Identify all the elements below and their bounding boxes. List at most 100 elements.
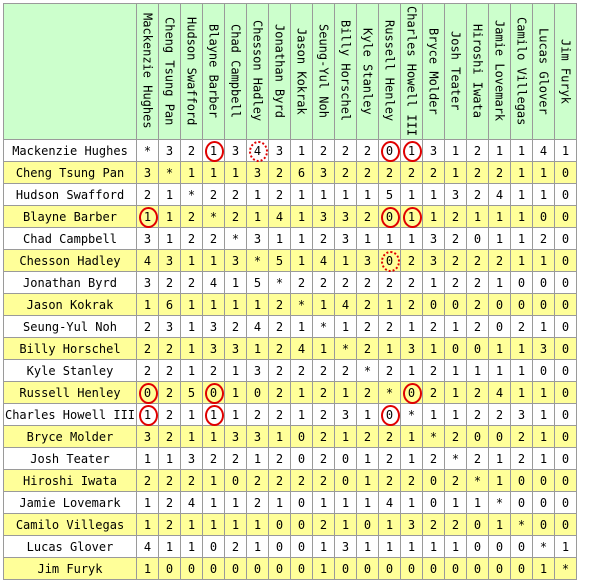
matrix-cell: 1: [136, 491, 159, 515]
row-header-label: Josh Teater: [3, 447, 137, 471]
table-row: Charles Howell III 1 2 1 1 1 2 2 1 2 3 1 0 * 1 1 2 2 3 1 0: [3, 403, 577, 427]
matrix-cell: 0: [554, 359, 577, 383]
matrix-cell: 6: [158, 293, 181, 317]
matrix-cell: *: [246, 249, 269, 273]
matrix-cell: 1: [158, 535, 181, 559]
column-header-label: Mackenzie Hughes: [140, 13, 155, 129]
matrix-cell: 1: [356, 403, 379, 427]
matrix-cell: 0: [466, 535, 489, 559]
matrix-cell: 2: [158, 403, 181, 427]
matrix-cell: 1: [180, 293, 203, 317]
row-header-label: Charles Howell III: [3, 403, 137, 427]
matrix-cell: 1: [290, 381, 313, 405]
table-row: Kyle Stanley 2 2 1 2 1 3 2 2 2 2 * 2 1 2 1 1 1 1 0 0: [3, 359, 577, 383]
matrix-cell: 2: [202, 359, 225, 383]
matrix-cell: 2: [356, 315, 379, 339]
matrix-cell: 0: [554, 469, 577, 493]
matrix-cell: 1: [400, 183, 423, 207]
matrix-cell: 1: [444, 359, 467, 383]
table-row: Chad Campbell 3 1 2 2 * 3 1 1 2 3 1 1 1 3 2 0 1 1 2 0: [3, 227, 577, 251]
matrix-cell: *: [180, 183, 203, 207]
column-header-label: Bryce Molder: [426, 27, 441, 115]
matrix-cell: 1: [488, 139, 511, 163]
row-header-label: Lucas Glover: [3, 535, 137, 559]
matrix-cell: 2: [136, 359, 159, 383]
matrix-cell: 0: [158, 557, 181, 581]
matrix-cell: 0: [554, 161, 577, 185]
matrix-cell: 4: [268, 205, 291, 229]
matrix-cell: 2: [378, 161, 401, 185]
table-row: Hudson Swafford 2 1 * 2 2 1 2 1 1 1 1 5 1 1 3 2 4 1 1 0: [3, 183, 577, 207]
matrix-cell: *: [422, 425, 445, 449]
matrix-cell: 4: [180, 491, 203, 515]
matrix-cell: 4: [532, 139, 555, 163]
matrix-cell: 2: [136, 315, 159, 339]
matrix-cell: 2: [378, 315, 401, 339]
matrix-cell: 0: [554, 425, 577, 449]
matrix-cell: 5: [268, 249, 291, 273]
matrix-cell: 1: [400, 425, 423, 449]
matrix-cell: 1: [202, 425, 225, 449]
matrix-cell: 2: [268, 315, 291, 339]
matrix-cell: 1: [400, 315, 423, 339]
matrix-cell: 2: [158, 381, 181, 405]
matrix-cell: 1: [290, 227, 313, 251]
matrix-cell: 1: [488, 447, 511, 471]
matrix-cell: 2: [400, 293, 423, 317]
matrix-cell: 0: [334, 447, 357, 471]
matrix-cell: 1: [136, 293, 159, 317]
matrix-cell: 2: [378, 447, 401, 471]
matrix-cell: 2: [158, 425, 181, 449]
matrix-cell: 2: [400, 271, 423, 295]
column-header: Josh Teater: [444, 2, 467, 141]
matrix-cell: 3: [510, 403, 533, 427]
matrix-cell: 0: [466, 337, 489, 361]
matrix-cell: *: [136, 139, 159, 163]
matrix-cell: 2: [466, 183, 489, 207]
corner-cell: [3, 2, 137, 141]
matrix-cell: 2: [356, 381, 379, 405]
matrix-cell: 1: [334, 381, 357, 405]
table-row: Blayne Barber 1 1 2 * 2 1 4 1 3 3 2 0 1 1 2 1 1 1 0 0: [3, 205, 577, 229]
matrix-cell: 3: [158, 249, 181, 273]
matrix-cell: *: [224, 227, 247, 251]
table-row: Camilo Villegas 1 2 1 1 1 1 0 0 2 1 0 1 3 2 2 0 1 * 0 0: [3, 513, 577, 537]
matrix-cell: 0: [510, 491, 533, 515]
table-row: Cheng Tsung Pan 3 * 1 1 1 3 2 6 3 2 2 2 2 2 1 2 2 1 1 0: [3, 161, 577, 185]
matrix-cell: 0: [510, 293, 533, 317]
matrix-cell: 1: [466, 359, 489, 383]
matrix-cell: 2: [444, 227, 467, 251]
matrix-cell: 0: [510, 271, 533, 295]
matrix-cell: 2: [334, 161, 357, 185]
matrix-cell: 1: [510, 381, 533, 405]
matrix-cell: 3: [356, 249, 379, 273]
matrix-cell: *: [312, 315, 335, 339]
matrix-cell: 1: [202, 249, 225, 273]
matrix-cell: 1: [532, 403, 555, 427]
column-header: Jonathan Byrd: [268, 2, 291, 141]
matrix-cell: 1: [510, 205, 533, 229]
matrix-cell: 0: [224, 469, 247, 493]
row-header-label: Jim Furyk: [3, 557, 137, 581]
matrix-cell: *: [444, 447, 467, 471]
matrix-cell: 1: [400, 491, 423, 515]
matrix-cell: 2: [268, 403, 291, 427]
matrix-cell: 2: [268, 447, 291, 471]
matrix-cell: 4: [246, 139, 269, 163]
matrix-cell: 2: [268, 293, 291, 317]
matrix-cell: 0: [532, 513, 555, 537]
matrix-cell: 3: [224, 249, 247, 273]
matrix-cell: 2: [246, 469, 269, 493]
row-header-label: Hiroshi Iwata: [3, 469, 137, 493]
matrix-cell: 3: [246, 425, 269, 449]
matrix-cell: 1: [202, 139, 225, 163]
matrix-cell: 2: [312, 359, 335, 383]
matrix-cell: 3: [158, 139, 181, 163]
matrix-cell: 2: [180, 271, 203, 295]
matrix-cell: 2: [158, 469, 181, 493]
matrix-cell: 1: [378, 535, 401, 559]
matrix-cell: 1: [180, 249, 203, 273]
matrix-cell: 0: [532, 271, 555, 295]
matrix-cell: 3: [334, 227, 357, 251]
matrix-cell: 0: [532, 293, 555, 317]
